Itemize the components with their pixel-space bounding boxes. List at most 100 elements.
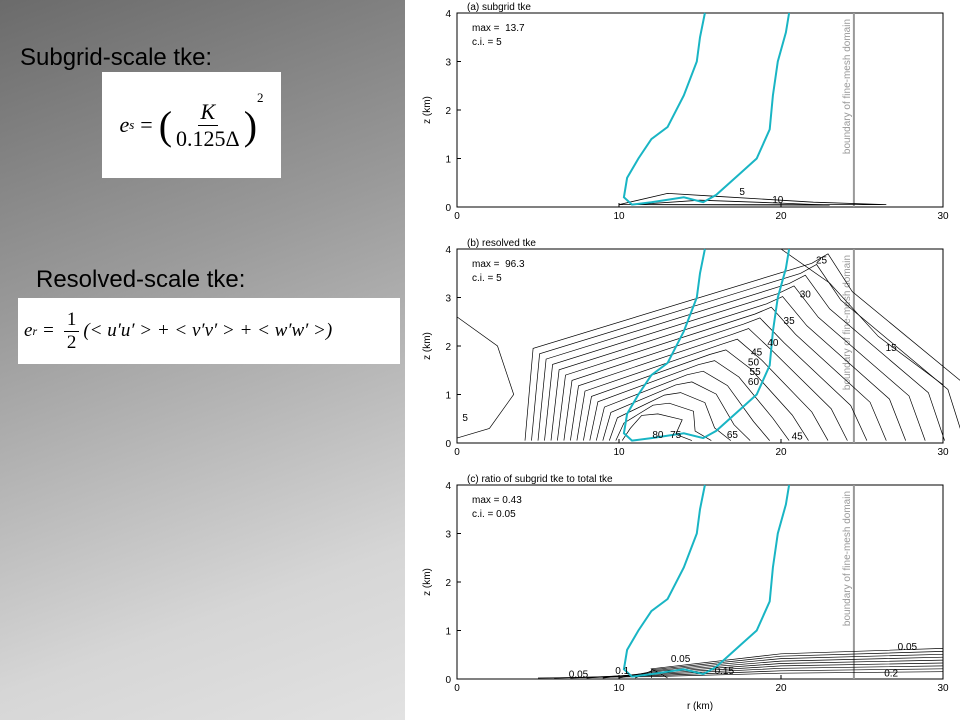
y-tick-label: 0 — [445, 675, 451, 686]
y-tick-label: 1 — [445, 155, 451, 166]
x-tick-label: 30 — [937, 211, 949, 222]
panel-title: (c) ratio of subgrid tke to total tke — [467, 474, 613, 485]
contour — [595, 370, 770, 441]
contour — [615, 402, 712, 441]
eq-exp: 2 — [257, 90, 264, 105]
contour-label: 65 — [727, 430, 739, 441]
y-axis-label: z (km) — [422, 332, 433, 360]
contour — [576, 338, 829, 441]
contour — [563, 317, 868, 441]
y-tick-label: 4 — [445, 9, 451, 20]
x-tick-label: 10 — [613, 211, 625, 222]
y-tick-label: 4 — [445, 481, 451, 492]
x-tick-label: 20 — [775, 683, 787, 694]
contour-label: 55 — [750, 367, 762, 378]
max-label: max = 0.43 — [472, 495, 522, 506]
y-tick-label: 0 — [445, 203, 451, 214]
panel-title: (a) subgrid tke — [467, 2, 531, 13]
y-tick-label: 1 — [445, 627, 451, 638]
eq-num: K — [197, 99, 219, 126]
contour-label: 60 — [748, 377, 760, 388]
contour — [635, 199, 830, 206]
paren: ( — [158, 102, 173, 148]
y-tick-label: 0 — [445, 439, 451, 450]
max-label: max = 96.3 — [472, 259, 525, 270]
contour — [583, 349, 809, 441]
eq-sign: = — [140, 112, 153, 137]
eq-den: 0.125Δ — [176, 125, 240, 151]
y-tick-label: 2 — [445, 578, 451, 589]
y-tick-label: 4 — [445, 245, 451, 256]
contour-label: 80 — [652, 430, 664, 441]
eq-term: e — [24, 320, 33, 341]
eq-num: 1 — [63, 309, 80, 332]
contour-label: 0.05 — [569, 670, 589, 681]
contour — [550, 296, 907, 441]
cyan-contour — [622, 248, 791, 442]
eq-body: (< u′u′ > + < v′v′ > + < w′w′ >) — [83, 320, 333, 341]
cyan-contour — [622, 12, 791, 206]
y-tick-label: 3 — [445, 530, 451, 541]
contour — [570, 328, 848, 441]
contour-label: 0.05 — [671, 654, 691, 665]
paren: ) — [243, 102, 258, 148]
eq-sub: s — [129, 117, 135, 132]
y-tick-label: 2 — [445, 342, 451, 353]
y-tick-label: 1 — [445, 391, 451, 402]
contour — [586, 662, 944, 679]
y-axis-label: z (km) — [422, 96, 433, 124]
contour-label: 5 — [739, 187, 745, 198]
contour — [618, 192, 887, 205]
contour-label: 0.2 — [884, 669, 898, 680]
contour-label: 45 — [792, 432, 804, 443]
figure-background — [405, 0, 960, 720]
x-tick-label: 10 — [613, 447, 625, 458]
contour-label: 15 — [886, 343, 898, 354]
contour — [589, 360, 790, 441]
x-axis-label: r (km) — [687, 701, 713, 712]
y-tick-label: 3 — [445, 294, 451, 305]
contour-label: 0.05 — [898, 642, 918, 653]
eq-term: e — [119, 112, 130, 137]
contour — [780, 248, 944, 386]
contour-label: 25 — [816, 256, 828, 267]
x-tick-label: 30 — [937, 447, 949, 458]
contour — [531, 264, 960, 441]
y-axis-label: z (km) — [422, 568, 433, 596]
contour — [456, 316, 515, 439]
fraction: K 0.125Δ — [176, 99, 240, 152]
eq-sub: r — [32, 323, 38, 338]
ci-label: c.i. = 0.05 — [472, 509, 516, 520]
y-tick-label: 2 — [445, 106, 451, 117]
contour-label: 40 — [767, 338, 779, 349]
resolved-heading: Resolved-scale tke: — [36, 266, 246, 293]
x-tick-label: 10 — [613, 683, 625, 694]
contour — [602, 659, 944, 679]
y-tick-label: 3 — [445, 58, 451, 69]
eq-sign: = — [43, 320, 54, 341]
contour-label: 10 — [772, 195, 784, 206]
ci-label: c.i. = 5 — [472, 37, 502, 48]
x-tick-label: 20 — [775, 211, 787, 222]
contour-label: 50 — [748, 357, 760, 368]
contour — [544, 285, 926, 441]
max-label: max = 13.7 — [472, 23, 525, 34]
ci-label: c.i. = 5 — [472, 273, 502, 284]
contour-label: 45 — [751, 348, 763, 359]
boundary-label: boundary of fine-mesh domain — [842, 19, 853, 154]
cyan-contour — [622, 484, 791, 678]
boundary-label: boundary of fine-mesh domain — [842, 491, 853, 626]
contour — [608, 392, 732, 441]
contour-label: 75 — [670, 430, 682, 441]
contour — [537, 274, 945, 441]
contour-label: 5 — [462, 413, 468, 424]
x-tick-label: 0 — [454, 683, 460, 694]
contour — [602, 381, 751, 441]
contour-label: 30 — [800, 290, 812, 301]
subgrid-heading: Subgrid-scale tke: — [20, 44, 213, 71]
